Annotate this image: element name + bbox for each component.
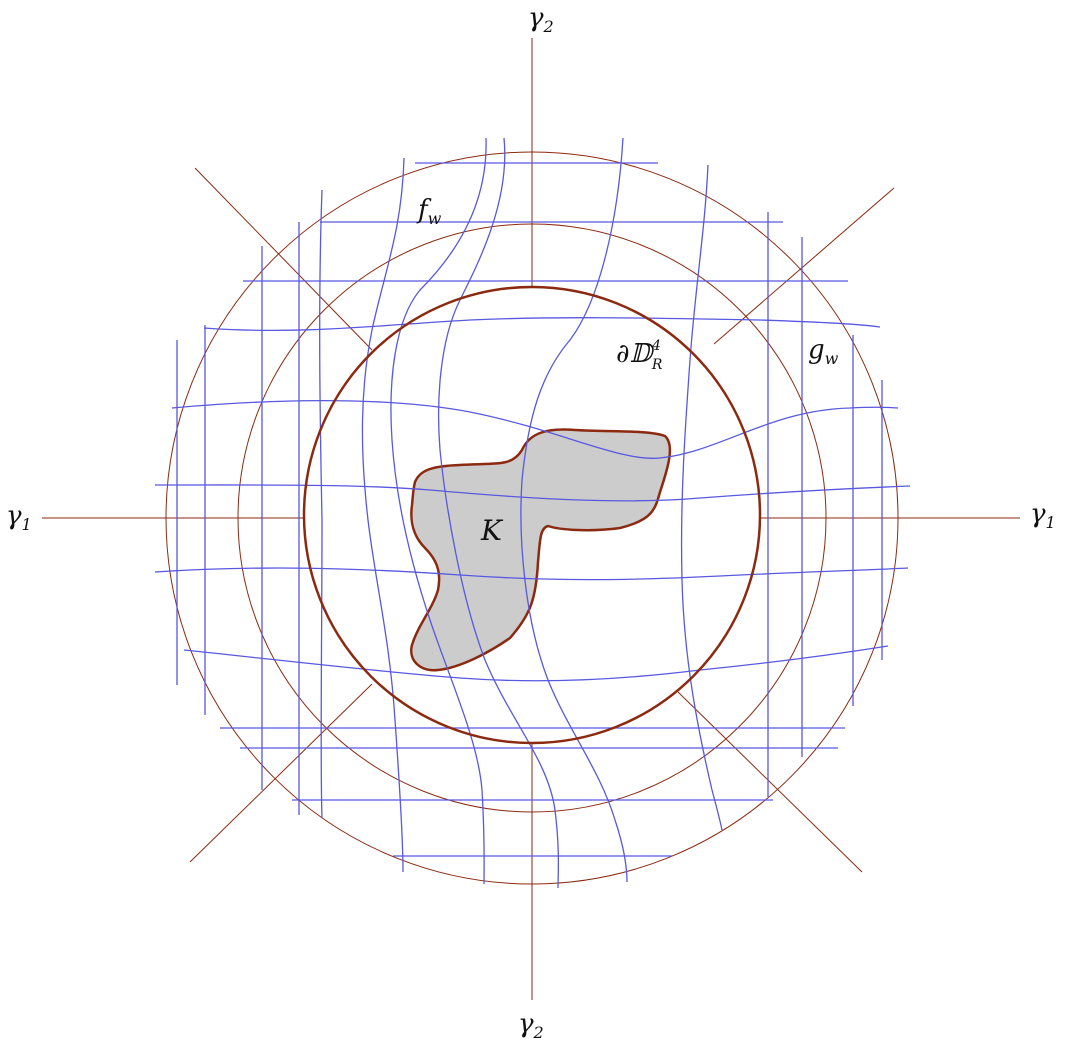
grid-h-curve — [154, 484, 911, 502]
gamma2-top-label: γ2 — [528, 3, 554, 36]
g-w-label: gw — [808, 335, 839, 368]
diagonal-bottom-right — [677, 691, 863, 873]
grid-h-curve — [154, 567, 909, 581]
grid-v-curve — [437, 137, 560, 889]
grid-v-curve — [520, 137, 628, 883]
grid-h-curve — [203, 317, 881, 332]
circles — [165, 151, 899, 885]
grid-h-curve — [183, 645, 889, 682]
middle-circle — [237, 223, 827, 813]
horizontal-grid-curves — [154, 162, 911, 857]
diagonal-bottom-left — [189, 683, 373, 863]
grid-v-curve — [361, 157, 405, 873]
diagonal-top-right — [713, 187, 895, 345]
boundary-circle — [302, 285, 762, 745]
boundary-label: ∂𝔻4 R — [616, 338, 663, 373]
gamma1-right-label: γ1 — [1030, 499, 1056, 532]
compact-set-k — [409, 428, 672, 672]
grid-v-curve — [319, 189, 323, 819]
axes — [42, 38, 1020, 1000]
gamma1-left-label: γ1 — [6, 501, 32, 534]
compact-set-label: K — [480, 514, 504, 547]
grid-v-curve — [680, 164, 723, 831]
grid-v-curve — [390, 137, 487, 885]
gamma2-bottom-label: γ2 — [518, 1009, 544, 1042]
outer-circle — [165, 151, 899, 885]
f-w-label: fw — [416, 195, 442, 228]
diagonal-top-left — [194, 167, 373, 351]
grid-h-curve — [171, 399, 899, 459]
vertical-grid-curves — [176, 137, 883, 889]
